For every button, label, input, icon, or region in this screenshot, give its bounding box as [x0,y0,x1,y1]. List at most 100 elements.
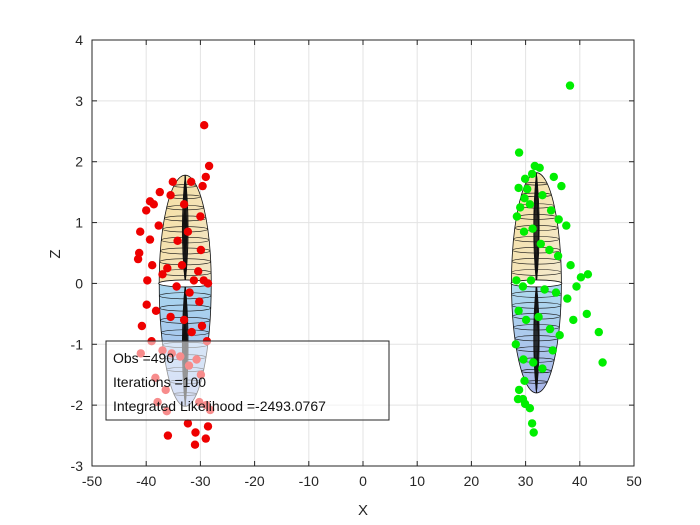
data-point-green [583,270,593,279]
ellipsoid-green-parallel [521,368,552,374]
data-point-green [563,294,572,303]
data-point-green [540,285,549,294]
data-point-red [201,434,210,443]
data-point-red [145,235,155,244]
data-point-green [520,194,529,203]
data-point-green [527,169,537,179]
y-tick-label: 4 [75,32,83,48]
data-point-green [548,346,557,355]
x-tick-label: -50 [82,473,102,489]
data-point-green [520,376,529,385]
data-point-red [148,261,157,270]
x-tick-label: 10 [409,473,425,489]
x-tick-label: 50 [626,473,642,489]
data-point-red [185,288,194,297]
data-point-green [582,309,591,319]
y-tick-label: 2 [75,154,83,170]
data-point-red [172,282,181,291]
y-tick-label: -3 [71,458,84,474]
data-point-green [554,215,563,224]
data-point-red [137,321,147,331]
y-tick-label: 3 [75,93,83,109]
data-point-red [154,221,163,230]
data-point-red [179,200,189,209]
ellipsoid-green-parallel [525,182,548,186]
x-tick-label: -10 [299,473,319,489]
data-point-red [196,245,206,255]
data-point-red [183,419,193,428]
data-point-red [133,254,143,264]
data-point-red [190,440,200,449]
data-point-green [545,324,555,334]
data-point-green [529,358,538,367]
x-tick-label: -40 [136,473,156,489]
data-point-red [142,300,151,309]
data-point-green [519,355,528,364]
x-tick-label: 20 [464,473,480,489]
data-point-red [183,227,193,236]
data-point-green [528,224,537,233]
data-point-red [151,306,161,315]
y-axis-label: Z [47,249,64,258]
data-point-red [166,312,175,322]
data-point-red [204,161,214,171]
ellipsoid-green-parallel [512,247,561,254]
data-point-green [512,212,522,221]
x-tick-label: -30 [190,473,210,489]
data-point-green [536,239,545,249]
x-tick-label: 30 [518,473,534,489]
data-point-red [196,212,205,221]
ellipsoid-green-parallel [514,225,559,231]
data-point-red [149,200,158,209]
y-tick-label: 0 [75,275,83,291]
data-point-red [195,297,204,306]
data-point-green [519,227,529,236]
data-point-green [518,282,528,291]
data-point-red [203,422,213,431]
data-point-red [191,428,200,437]
data-point-green [549,172,558,182]
data-point-green [557,181,566,191]
data-point-green [535,163,544,172]
data-point-green [523,184,532,194]
ellipsoid-green-parallel [511,258,562,265]
data-point-red [187,177,196,186]
ellipsoid-green-parallel [513,324,560,331]
data-point-red [166,191,175,200]
data-point-green [553,251,563,261]
data-point-green [527,419,537,428]
data-point-green [569,315,578,325]
ellipsoid-red-parallel [160,247,211,255]
ellipsoid-red-parallel [159,292,212,300]
data-point-red [201,172,210,182]
data-point-green [538,364,547,373]
data-point-green [534,312,543,322]
data-point-green [514,148,524,157]
data-point-green [521,315,531,325]
data-point-green [562,221,571,230]
axes [91,39,635,467]
legend-obs: Obs =490 [113,350,174,366]
data-point-red [189,276,199,285]
data-point-red [173,236,182,245]
data-point-red [158,270,167,279]
data-point-red [197,321,207,331]
ellipsoid-green-parallel [511,291,562,298]
ellipsoid-green-parallel [521,192,552,197]
data-point-green [576,273,586,282]
data-point-green [514,385,524,395]
ellipsoid-red-parallel [161,329,210,336]
data-point-green [520,174,530,183]
data-point-green [538,191,547,200]
data-point-green [555,331,564,340]
data-point-green [512,276,521,285]
data-point-green [529,428,538,437]
ellipsoid-red-parallel [164,215,207,222]
data-point-red [187,327,196,337]
data-point-green [514,306,523,315]
data-point-green [513,394,523,404]
data-point-green [525,404,535,413]
x-tick-label: 0 [359,473,367,489]
data-point-green [526,276,536,285]
